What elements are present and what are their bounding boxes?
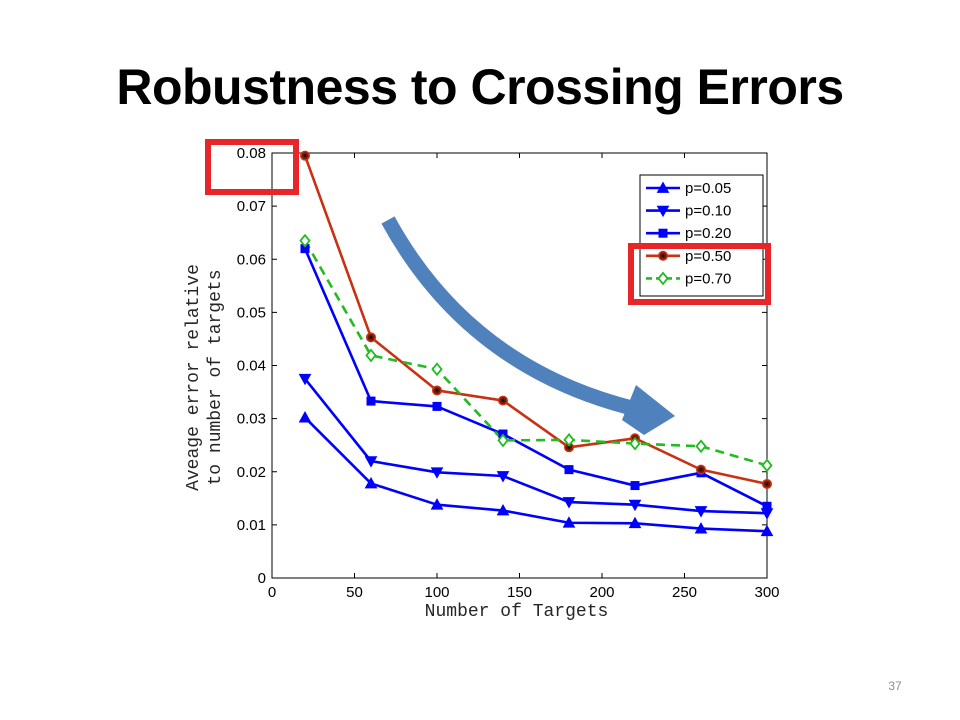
series-line-p-0-70 — [303, 240, 767, 467]
y-axis-label: Aveage error relative to number of target… — [184, 264, 226, 491]
highlight-box-ytick — [205, 139, 299, 195]
data-point-p-0-10 — [364, 456, 378, 468]
data-point-p-0-50-center — [303, 154, 307, 157]
x-axis-label: Number of Targets — [425, 602, 609, 622]
legend-marker-center — [661, 254, 665, 258]
series-line-p-0-20 — [303, 248, 767, 508]
data-point-p-0-50-center — [765, 482, 769, 486]
series-line-p-0-05 — [304, 416, 767, 533]
y-axis-label-line: to number of targets — [206, 269, 226, 485]
y-tick-label: 0.05 — [237, 304, 266, 321]
data-point-p-0-20 — [762, 501, 772, 511]
legend-entry: p=0.70 — [685, 270, 731, 287]
legend-marker — [656, 181, 670, 193]
legend-marker — [656, 205, 670, 218]
legend-marker — [658, 228, 668, 238]
data-point-p-0-70 — [365, 348, 377, 363]
data-point-p-0-05 — [628, 516, 642, 529]
slide-title: Robustness to Crossing Errors — [116, 59, 844, 115]
downward-trend-arrow — [381, 216, 642, 418]
x-tick-label: 200 — [589, 584, 614, 601]
x-tick-label: 300 — [754, 584, 779, 601]
data-point-p-0-70 — [497, 433, 509, 448]
y-tick-label: 0.03 — [237, 411, 266, 428]
data-point-p-0-70 — [761, 458, 773, 473]
arrow-head — [622, 385, 675, 435]
data-point-p-0-70 — [629, 436, 641, 451]
series-line-p-0-50 — [303, 155, 767, 486]
data-point-p-0-10 — [628, 499, 642, 512]
y-tick-label: 0.04 — [237, 358, 266, 375]
legend-marker — [657, 271, 669, 286]
data-point-p-0-50-center — [435, 389, 439, 392]
y-tick-label: 0 — [258, 570, 266, 587]
data-point-p-0-70 — [563, 432, 575, 447]
y-tick-label: 0.02 — [237, 464, 266, 481]
data-point-p-0-20 — [630, 481, 640, 491]
series-line-p-0-10 — [303, 377, 767, 515]
x-tick-label: 0 — [268, 584, 276, 601]
data-point-p-0-50-center — [501, 399, 505, 402]
page-number: 37 — [888, 679, 902, 693]
legend-entry: p=0.50 — [685, 248, 731, 265]
data-point-p-0-10 — [562, 497, 576, 509]
data-point-p-0-70 — [695, 439, 707, 454]
data-point-p-0-20 — [432, 401, 442, 411]
data-point-p-0-05 — [760, 524, 774, 537]
y-tick-label: 0.06 — [237, 251, 266, 268]
data-point-p-0-70 — [431, 362, 443, 377]
x-tick-label: 50 — [346, 584, 363, 601]
data-point-p-0-70 — [299, 233, 311, 248]
data-point-p-0-50-center — [369, 336, 373, 339]
x-tick-label: 250 — [672, 584, 697, 601]
data-point-p-0-05 — [298, 411, 312, 423]
x-tick-label: 100 — [424, 584, 449, 601]
legend-entry: p=0.10 — [685, 203, 731, 220]
legend-entry: p=0.20 — [685, 225, 731, 242]
data-point-p-0-05 — [496, 504, 510, 516]
y-tick-label: 0.08 — [237, 145, 266, 162]
data-point-p-0-20 — [366, 396, 376, 406]
data-point-p-0-50-center — [699, 468, 703, 471]
data-point-p-0-10 — [430, 467, 444, 479]
data-point-p-0-05 — [430, 498, 444, 510]
data-point-p-0-10 — [298, 373, 312, 386]
data-point-p-0-05 — [562, 516, 576, 528]
legend-entry: p=0.05 — [685, 180, 731, 197]
data-point-p-0-05 — [364, 476, 378, 489]
data-point-p-0-10 — [694, 506, 708, 518]
data-point-p-0-20 — [564, 465, 574, 475]
highlight-box-legend — [628, 243, 771, 305]
y-tick-label: 0.07 — [237, 198, 266, 215]
x-tick-label: 150 — [507, 584, 532, 601]
y-tick-label: 0.01 — [237, 517, 266, 534]
data-point-p-0-10 — [496, 471, 510, 483]
y-axis-label-line: Aveage error relative — [184, 264, 204, 491]
data-point-p-0-50-center — [567, 446, 571, 449]
data-point-p-0-05 — [694, 522, 708, 534]
